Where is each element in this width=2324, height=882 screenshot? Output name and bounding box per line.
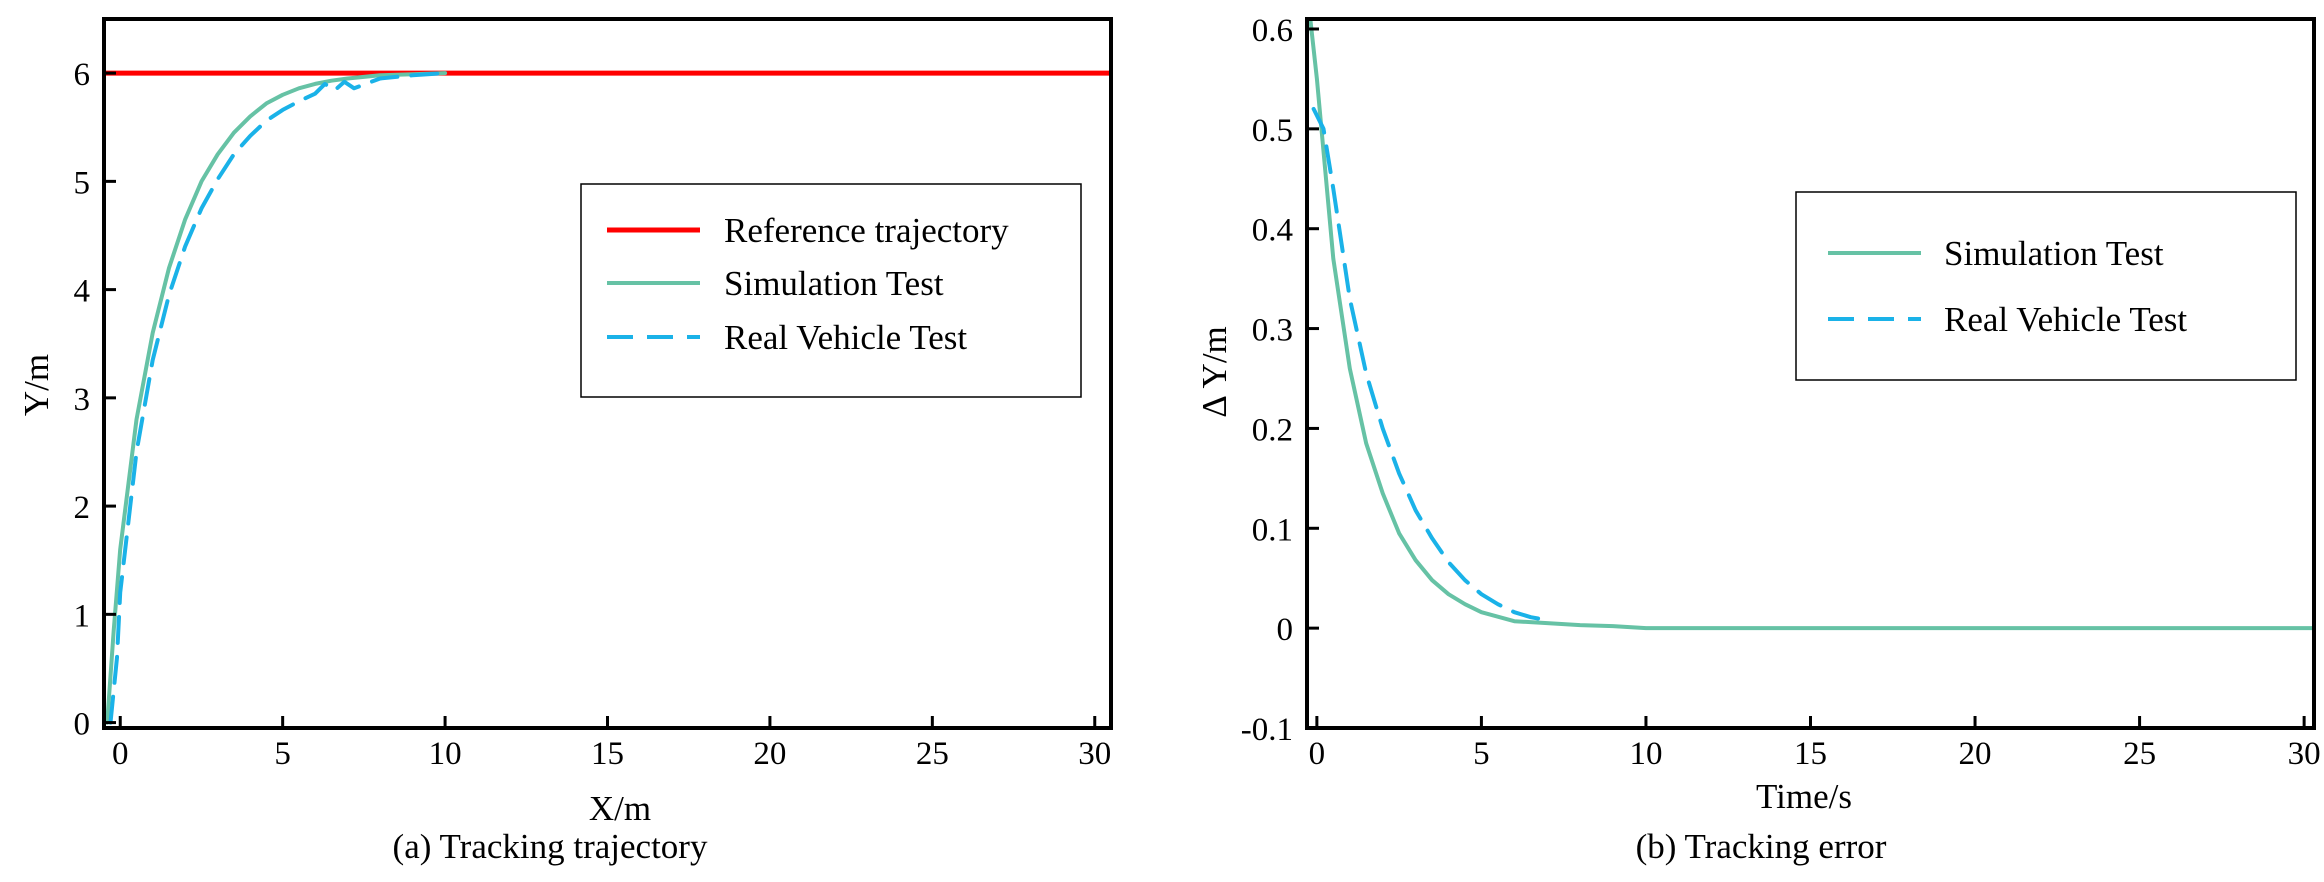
legend-label-real-b: Real Vehicle Test xyxy=(1944,300,2187,339)
xtick-label-b-3: 15 xyxy=(1794,736,1827,772)
caption-b: (b) Tracking error xyxy=(1636,827,1887,866)
legend-label-reference: Reference trajectory xyxy=(724,211,1009,250)
series-group-b xyxy=(1308,19,2314,631)
ytick-label-b-1: 0 xyxy=(1277,612,1294,648)
xlabel-b: Time/s xyxy=(1756,777,1852,816)
xtick-label-a-2: 10 xyxy=(429,736,462,772)
ylabel-b: Δ Y/m xyxy=(1195,326,1234,418)
ytick-label-b-3: 0.2 xyxy=(1252,412,1293,448)
ytick-label-b-2: 0.1 xyxy=(1252,512,1293,548)
xlabel-a: X/m xyxy=(589,789,651,828)
ylabel-a: Y/m xyxy=(17,354,56,416)
xtick-label-b-4: 20 xyxy=(1959,736,1992,772)
ytick-label-b-0: -0.1 xyxy=(1241,712,1293,748)
xtick-label-a-0: 0 xyxy=(112,736,129,772)
ytick-label-b-7: 0.6 xyxy=(1252,13,1293,49)
ytick-label-a-6: 6 xyxy=(74,57,91,93)
legend-box-b xyxy=(1795,191,2297,381)
caption-a: (a) Tracking trajectory xyxy=(393,827,708,866)
series-group-a xyxy=(104,70,1111,725)
ytick-label-b-5: 0.4 xyxy=(1252,213,1293,249)
xtick-label-b-5: 25 xyxy=(2123,736,2156,772)
panel-a-tracking-trajectory: X/m Y/m (a) Tracking trajectory 0 5 10 15 20… xyxy=(17,17,1113,866)
xtick-label-a-6: 30 xyxy=(1078,736,1111,772)
ytick-label-b-6: 0.5 xyxy=(1252,113,1293,149)
ytick-label-a-5: 5 xyxy=(74,165,91,201)
xtick-label-b-0: 0 xyxy=(1309,736,1326,772)
xtick-label-b-2: 10 xyxy=(1629,736,1662,772)
ytick-label-a-3: 3 xyxy=(74,382,91,418)
ytick-label-a-2: 2 xyxy=(74,490,91,526)
xtick-label-a-4: 20 xyxy=(753,736,786,772)
xtick-label-a-1: 5 xyxy=(274,736,291,772)
ytick-label-a-0: 0 xyxy=(74,707,91,743)
legend-label-simulation-b: Simulation Test xyxy=(1944,234,2164,273)
xtick-label-b-1: 5 xyxy=(1473,736,1490,772)
series-line-b-real-vehicle-test xyxy=(1311,106,1550,623)
series-line-b-simulation-test xyxy=(1308,19,2314,631)
ytick-label-a-1: 1 xyxy=(74,598,91,634)
ytick-label-b-4: 0.3 xyxy=(1252,313,1293,349)
legend-label-simulation-a: Simulation Test xyxy=(724,264,944,303)
xtick-label-a-5: 25 xyxy=(916,736,949,772)
xtick-label-b-6: 30 xyxy=(2288,736,2321,772)
xtick-label-a-3: 15 xyxy=(591,736,624,772)
legend-box-a xyxy=(580,183,1082,398)
legend-label-real-a: Real Vehicle Test xyxy=(724,318,967,357)
series-line-a-simulation-test xyxy=(105,71,448,725)
ytick-label-a-4: 4 xyxy=(74,274,91,310)
series-line-a-real-vehicle-test xyxy=(108,71,448,725)
panel-b-tracking-error: Time/s Δ Y/m (b) Tracking error 0 5 10 15 20… xyxy=(1195,13,2321,866)
